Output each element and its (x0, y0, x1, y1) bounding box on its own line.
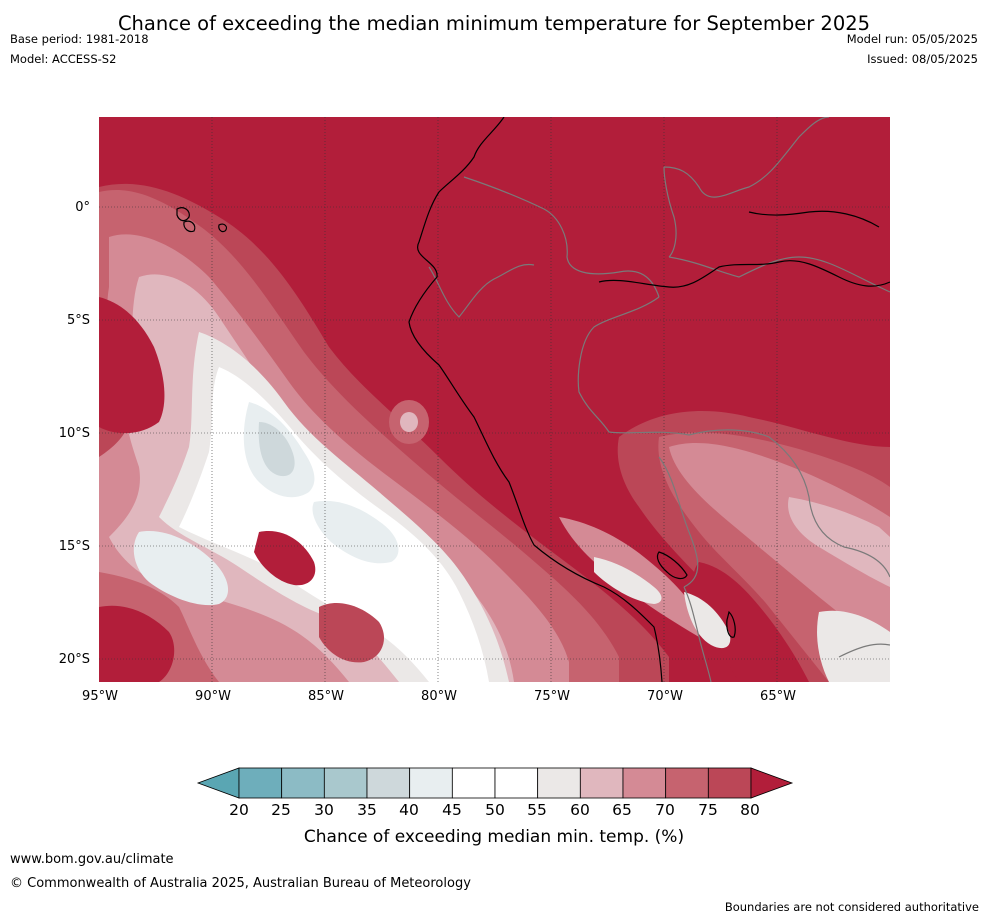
contour-40-mid (312, 500, 399, 564)
colorbar-tick-65: 65 (612, 801, 632, 819)
coast-galapagos-1 (176, 207, 190, 222)
probability-map (99, 117, 890, 682)
border-peru-brazil (577, 296, 690, 436)
contour-35-west (258, 422, 295, 477)
colorbar-arrow-low (196, 767, 240, 799)
colorbar-tick-20: 20 (229, 801, 249, 819)
lat-label-0: 0° (75, 200, 90, 215)
contour-65-east (669, 442, 890, 657)
lon-label-85w: 85°W (308, 689, 344, 704)
lon-label-95w: 95°W (82, 689, 118, 704)
patch-high-4 (99, 605, 175, 682)
coast-caribbean-gulf (748, 210, 880, 228)
contour-60-east (788, 497, 890, 587)
border-peru-bolivia (658, 456, 699, 588)
model-text: Model: ACCESS-S2 (10, 52, 117, 66)
colorbar-svg (196, 767, 794, 799)
colorbar-tick-25: 25 (271, 801, 291, 819)
colorbar-tick-70: 70 (655, 801, 675, 819)
lat-label-20s: 20°S (58, 652, 90, 667)
border-bolivia-brazil (688, 429, 890, 578)
colorbar-tick-35: 35 (357, 801, 377, 819)
colorbar-swatch-55 (537, 767, 581, 799)
colorbar-tick-55: 55 (527, 801, 547, 819)
colorbar-arrow-high (750, 767, 794, 799)
colorbar-swatch-75 (707, 767, 752, 799)
coast-galapagos-2 (183, 220, 196, 233)
base-period-text: Base period: 1981-2018 (10, 32, 149, 46)
lat-label-15s: 15°S (58, 539, 90, 554)
contour-55-east (817, 610, 890, 682)
coast-caribbean (598, 260, 890, 288)
issued-text: Issued: 08/05/2025 (867, 52, 978, 66)
contour-40-south (133, 531, 229, 606)
colorbar-swatch-50 (494, 767, 539, 799)
meta-right: Model run: 05/05/2025 Issued: 08/05/2025 (847, 32, 978, 66)
patch-high-3 (319, 602, 384, 663)
coast-galapagos-3 (218, 223, 228, 233)
colorbar-swatch-65 (622, 767, 667, 799)
footer-disclaimer: Boundaries are not considered authoritat… (724, 900, 979, 914)
border-colombia-venezuela (663, 117, 830, 198)
colorbar-swatch-30 (323, 767, 368, 799)
contour-coastal-south (684, 592, 731, 649)
graticule (99, 117, 890, 682)
border-venezuela-north (663, 166, 677, 258)
colorbar-swatch-60 (579, 767, 624, 799)
colorbar-swatch-70 (665, 767, 709, 799)
colorbar-tick-50: 50 (485, 801, 505, 819)
lon-label-70w: 70°W (647, 689, 683, 704)
border-argentina (838, 643, 890, 658)
footer-url: www.bom.gov.au/climate (10, 852, 174, 867)
lon-label-80w: 80°W (421, 689, 457, 704)
patch-high-2 (254, 531, 316, 586)
colorbar-tick-60: 60 (570, 801, 590, 819)
colorbar-label: Chance of exceeding median min. temp. (%… (303, 827, 685, 847)
patch-east-high (693, 562, 809, 682)
contour-coastal-55 (594, 557, 662, 604)
country-boundaries (428, 117, 890, 682)
meta-left: Base period: 1981-2018 Model: ACCESS-S2 (10, 32, 149, 66)
colorbar-swatch-25 (281, 767, 325, 799)
colorbar-tick-80: 80 (740, 801, 760, 819)
patch-high-1 (99, 297, 165, 434)
border-colombia-ecuador (463, 176, 660, 298)
colorbar (195, 766, 795, 800)
border-brazil-venezuela (668, 256, 890, 293)
colorbar-tick-75: 75 (698, 801, 718, 819)
lat-label-10s: 10°S (58, 426, 90, 441)
contour-island-patch-inner (400, 412, 418, 432)
map-title: Chance of exceeding the median minimum t… (117, 12, 871, 35)
lon-label-90w: 90°W (195, 689, 231, 704)
coastlines (176, 117, 890, 682)
lon-label-75w: 75°W (534, 689, 570, 704)
colorbar-tick-45: 45 (442, 801, 462, 819)
lon-label-65w: 65°W (760, 689, 796, 704)
colorbar-swatch-20 (238, 767, 283, 799)
coast-pacific (408, 117, 663, 682)
colorbar-tick-40: 40 (399, 801, 419, 819)
border-ecuador-peru (428, 263, 535, 318)
colorbar-swatch-40 (409, 767, 453, 799)
colorbar-swatch-45 (451, 767, 496, 799)
lake-titicaca (656, 551, 688, 580)
colorbar-swatch-35 (366, 767, 411, 799)
lake-bolivia (726, 610, 736, 638)
footer-copyright: © Commonwealth of Australia 2025, Austra… (10, 876, 471, 891)
model-run-text: Model run: 05/05/2025 (846, 32, 978, 46)
colorbar-tick-30: 30 (314, 801, 334, 819)
lat-label-5s: 5°S (66, 313, 90, 328)
border-chile-bolivia (683, 586, 712, 682)
